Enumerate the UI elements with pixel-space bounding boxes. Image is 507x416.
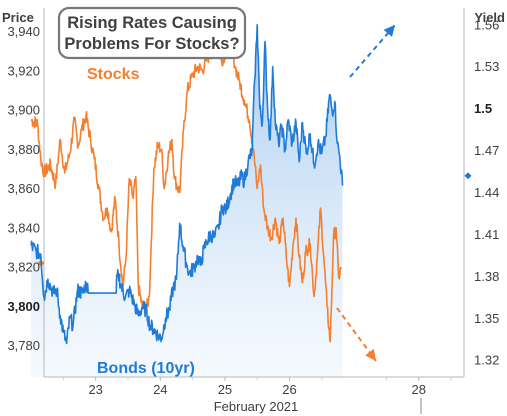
left-tick-label: 3,860 <box>7 181 40 196</box>
chart-title-line-2: Problems For Stocks? <box>64 35 239 53</box>
yield-up-arrow-head <box>383 25 395 37</box>
yield-up-arrow-shaft <box>349 24 396 78</box>
axes <box>37 8 472 414</box>
left-tick-label: 3,880 <box>7 142 40 157</box>
right-tick-label: 1.41 <box>474 227 499 242</box>
chart-text: 3,780 3,800 3,820 3,840 3,860 3,880 3,900 3,920… <box>2 6 505 414</box>
right-tick-label: 1.47 <box>474 143 499 158</box>
x-tick-label: 25 <box>218 382 232 397</box>
stocks-series-line <box>30 40 342 343</box>
right-tick-label: 1.53 <box>474 59 499 74</box>
x-tick-label: 26 <box>282 382 296 397</box>
left-tick-label: 3,780 <box>7 338 40 353</box>
bond-area-fill <box>31 24 343 378</box>
stocks-series-label: Stocks <box>87 66 140 83</box>
left-tick-label: 3,920 <box>7 63 40 78</box>
chart-title-line-1: Rising Rates Causing <box>67 14 237 32</box>
right-tick-label: 1.56 <box>474 17 499 32</box>
right-current-value-marker <box>464 172 472 180</box>
left-tick-label: 3,900 <box>7 103 40 118</box>
left-axis-title: Price <box>2 10 34 25</box>
right-tick-label: 1.35 <box>474 311 499 326</box>
trend-arrows <box>336 24 396 362</box>
right-axis-title: Yield <box>474 10 505 25</box>
x-axis-title: February 2021 <box>214 399 299 414</box>
left-tick-label: 3,940 <box>7 24 40 39</box>
right-tick-label: 1.32 <box>474 353 499 368</box>
right-tick-label: 1.5 <box>474 101 492 116</box>
x-tick-label: 28 <box>412 382 426 397</box>
series-lines <box>30 24 344 345</box>
bond-area <box>31 24 343 378</box>
left-tick-label: 3,800 <box>7 299 40 314</box>
title-box <box>57 6 247 60</box>
x-tick-label: 23 <box>88 382 102 397</box>
right-tick-label: 1.44 <box>474 185 499 200</box>
left-tick-label: 3,820 <box>7 260 40 275</box>
x-tick-label: 24 <box>153 382 167 397</box>
bonds-series-line <box>30 24 344 345</box>
bonds-series-label: Bonds (10yr) <box>97 360 195 377</box>
right-tick-label: 1.38 <box>474 269 499 284</box>
left-tick-label: 3,840 <box>7 220 40 235</box>
stocks-down-arrow-head <box>365 348 376 361</box>
